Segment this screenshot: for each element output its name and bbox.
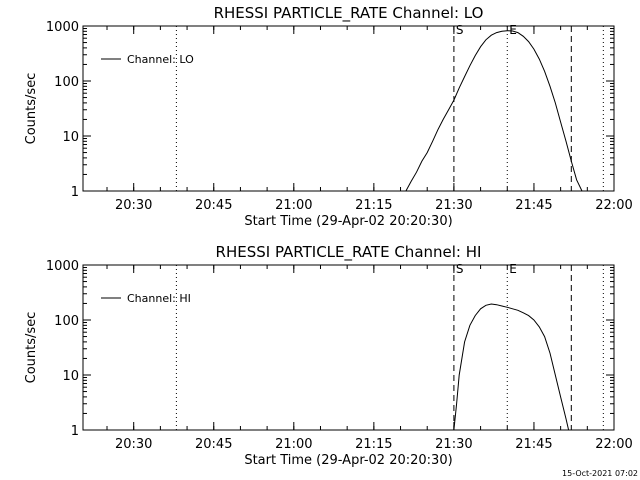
panel-2-y-axis-label: Counts/sec [24, 312, 39, 384]
panel-1-x-tick-label: 21:45 [515, 198, 552, 213]
panel-2-x-axis-label: Start Time (29-Apr-02 20:20:30) [244, 453, 452, 468]
panel-2-marker-label: E [509, 262, 517, 276]
panel-1-marker-label: S [456, 23, 464, 37]
panel-2-x-tick-label: 21:15 [355, 437, 392, 452]
panel-1-y-tick-label: 10 [62, 130, 79, 145]
panel-2-y-tick-label: 10 [62, 369, 79, 384]
panel-2-marker-label: S [456, 262, 464, 276]
panel-2-x-tick-label: 21:30 [435, 437, 472, 452]
panel-2-x-tick-label: 20:30 [115, 437, 152, 452]
panel-2-chart-title: RHESSI PARTICLE_RATE Channel: HI [216, 243, 482, 262]
panel-1-x-tick-label: 20:30 [115, 198, 152, 213]
panel-2-x-tick-label: 21:00 [275, 437, 312, 452]
panel-1-y-tick-label: 1 [71, 185, 79, 200]
panel-2-plot-frame [82, 264, 615, 431]
panel-1-x-tick-label: 21:30 [435, 198, 472, 213]
panel-1-plot-frame [82, 25, 615, 192]
panel-1-x-tick-label: 21:00 [275, 198, 312, 213]
panel-2-series-line [453, 303, 570, 431]
panel-1-x-tick-label: 20:45 [195, 198, 232, 213]
panel-1-y-axis-label: Counts/sec [24, 73, 39, 145]
panel-1-y-tick-label: 1000 [46, 20, 79, 35]
panel-2-y-tick-label: 1000 [46, 259, 79, 274]
panel-1-series-line [405, 30, 583, 192]
panel-1-x-tick-label: 22:00 [595, 198, 632, 213]
panel-2-y-tick-label: 1 [71, 424, 79, 439]
panel-1-chart-title: RHESSI PARTICLE_RATE Channel: LO [214, 4, 484, 23]
panel-1-x-axis-label: Start Time (29-Apr-02 20:20:30) [244, 214, 452, 229]
panel-2-y-tick-label: 100 [54, 314, 79, 329]
panel-1-y-tick-label: 100 [54, 75, 79, 90]
panel-2-legend-label: Channel: HI [127, 292, 191, 305]
panel-2-x-tick-label: 21:45 [515, 437, 552, 452]
timestamp-label: 15-Oct-2021 07:02 [562, 469, 638, 478]
panel-1-x-tick-label: 21:15 [355, 198, 392, 213]
panel-1-legend-label: Channel: LO [127, 53, 194, 66]
panel-2-x-tick-label: 20:45 [195, 437, 232, 452]
panel-2-x-tick-label: 22:00 [595, 437, 632, 452]
panel-1-marker-label: E [509, 23, 517, 37]
